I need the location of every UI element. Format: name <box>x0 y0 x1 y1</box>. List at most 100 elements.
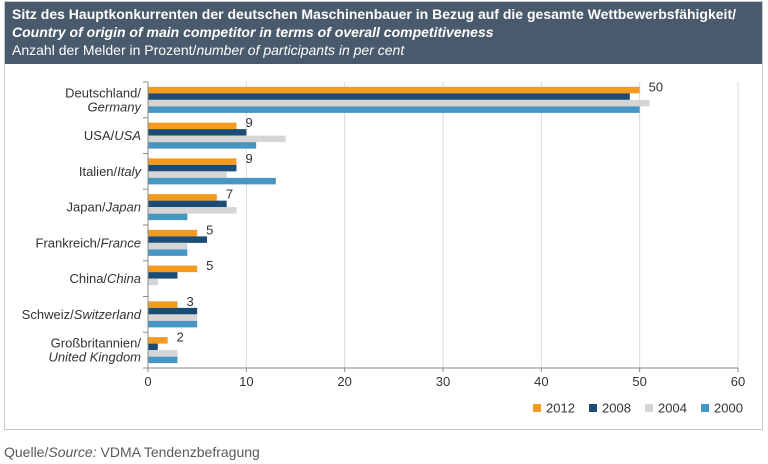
category-label-en: USA <box>114 128 141 143</box>
bar-2008-7 <box>148 343 158 351</box>
data-label: 5 <box>206 258 213 273</box>
category-label: Frankreich/France <box>36 235 142 250</box>
legend-label: 2000 <box>714 401 743 416</box>
legend-label: 2004 <box>658 401 687 416</box>
category-label-en: Japan <box>105 200 141 215</box>
category-label-en: France <box>101 235 141 250</box>
category-label: Großbritannien/ <box>51 336 142 351</box>
category-label: Italien/Italy <box>79 164 143 179</box>
bar-2000-7 <box>148 356 178 364</box>
bars <box>148 86 650 364</box>
bar-2008-2 <box>148 164 237 172</box>
bar-2000-1 <box>148 142 257 149</box>
bar-2012-1 <box>148 122 237 130</box>
legend-label: 2008 <box>602 401 631 416</box>
data-label: 50 <box>649 79 663 94</box>
category-label-de: USA/ <box>84 128 115 143</box>
category-label-de: China/ <box>69 271 107 286</box>
bar-2004-4 <box>148 242 188 250</box>
unit-label-de: Anzahl der Melder in Prozent/ <box>12 42 197 58</box>
category-label-en: China <box>107 271 141 286</box>
category-label-en: Germany <box>88 99 143 114</box>
axes: 0 10 20 30 40 50 60 <box>143 81 745 389</box>
category-label: Deutschland/ <box>65 85 141 100</box>
bar-2012-2 <box>148 158 237 165</box>
x-tick-label: 30 <box>436 374 450 389</box>
x-tick-label: 40 <box>534 374 548 389</box>
legend: 2012 2008 2004 2000 <box>533 401 743 416</box>
category-label: Schweiz/Switzerland <box>22 307 142 322</box>
bar-2004-3 <box>148 207 237 214</box>
bar-2000-3 <box>148 213 188 221</box>
unit-label: Anzahl der Melder in Prozent/number of p… <box>12 41 762 59</box>
legend-label: 2012 <box>546 401 575 416</box>
bar-2000-0 <box>148 106 640 113</box>
bar-2000-6 <box>148 320 198 328</box>
category-label-de: Japan/ <box>67 200 106 215</box>
bar-2004-1 <box>148 135 286 143</box>
bar-2004-6 <box>148 314 198 321</box>
chart-frame: Sitz des Hauptkonkurrenten der deutschen… <box>4 1 763 430</box>
bar-2008-6 <box>148 307 198 315</box>
data-label: 9 <box>246 115 253 130</box>
category-label: USA/USA <box>84 128 141 143</box>
unit-label-en: number of participants in per cent <box>196 42 405 58</box>
chart-title: Sitz des Hauptkonkurrenten der deutschen… <box>12 6 737 22</box>
category-label-en: United Kingdom <box>49 350 142 365</box>
bar-2008-1 <box>148 129 247 136</box>
category-label-en: Italy <box>117 164 142 179</box>
chart-header: Sitz des Hauptkonkurrenten der deutschen… <box>5 2 762 64</box>
source-label-en: Source: <box>48 444 97 460</box>
bar-2012-6 <box>148 301 178 308</box>
legend-item: 2012 <box>533 401 575 416</box>
legend-item: 2000 <box>701 401 743 416</box>
legend-swatch <box>533 404 541 412</box>
category-label: China/China <box>69 271 141 286</box>
data-label: 5 <box>206 222 213 237</box>
bar-2004-7 <box>148 350 178 357</box>
legend-item: 2004 <box>645 401 687 416</box>
bar-2008-3 <box>148 200 227 208</box>
bar-2000-4 <box>148 249 188 256</box>
source-label-de: Quelle/ <box>4 444 49 460</box>
category-label-en: Switzerland <box>74 307 142 322</box>
legend-item: 2008 <box>589 401 631 416</box>
data-labels: 50 9 9 7 5 5 3 2 <box>177 79 663 344</box>
data-label: 2 <box>177 330 184 345</box>
x-tick-label: 60 <box>731 374 745 389</box>
bar-2012-3 <box>148 194 217 201</box>
x-tick-label: 50 <box>632 374 646 389</box>
category-label-de: Italien/ <box>79 164 118 179</box>
source-text: VDMA Tendenzbefragung <box>100 444 260 460</box>
data-label: 9 <box>246 151 253 166</box>
category-label: Germany <box>88 99 143 114</box>
bar-2004-5 <box>148 278 158 286</box>
data-label: 3 <box>187 294 194 309</box>
category-label-de: Schweiz/ <box>22 307 74 322</box>
x-tick-label: 20 <box>337 374 351 389</box>
bar-2008-0 <box>148 93 630 100</box>
category-labels: Deutschland/Germany USA/USA Italien/Italy J… <box>22 85 143 364</box>
bar-2012-0 <box>148 86 640 94</box>
x-tick-label: 0 <box>144 374 151 389</box>
category-label-de: Großbritannien/ <box>51 336 142 351</box>
bar-2008-4 <box>148 236 207 243</box>
bar-2012-5 <box>148 265 198 273</box>
category-label-de: Frankreich/ <box>36 235 101 250</box>
legend-swatch <box>645 404 653 412</box>
bar-2004-2 <box>148 171 227 178</box>
bar-2004-0 <box>148 99 650 107</box>
bar-2000-2 <box>148 177 276 185</box>
data-label: 7 <box>226 187 233 202</box>
bar-2012-7 <box>148 337 168 344</box>
bar-2008-5 <box>148 272 178 279</box>
chart-title-en: Country of origin of main competitor in … <box>12 24 494 40</box>
category-label: Japan/Japan <box>67 200 141 215</box>
legend-swatch <box>589 404 597 412</box>
category-label-de: Deutschland/ <box>65 85 141 100</box>
category-label: United Kingdom <box>49 350 142 365</box>
bar-2012-4 <box>148 229 198 237</box>
x-tick-label: 10 <box>239 374 253 389</box>
legend-swatch <box>701 404 709 412</box>
